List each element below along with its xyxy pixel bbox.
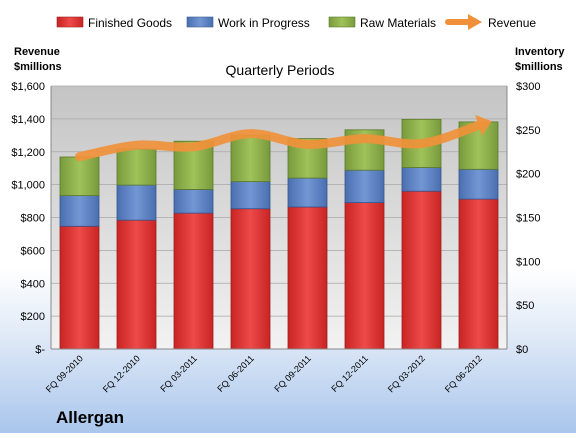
category-tick-label: FQ 12-2011 — [329, 353, 370, 394]
right-tick-label: $300 — [516, 81, 540, 93]
bar-segment-finished-goods — [173, 212, 214, 350]
left-tick-label: $800 — [21, 213, 45, 225]
bar-segment-finished-goods — [287, 206, 328, 350]
right-tick-label: $250 — [516, 125, 540, 137]
category-tick-label: FQ 03-2011 — [158, 353, 199, 394]
legend: Finished Goods Work in Progress Raw Mate… — [56, 14, 536, 30]
bar-segment-work-in-progress — [116, 184, 157, 221]
legend-label-revenue: Revenue — [488, 16, 536, 30]
bar-segment-work-in-progress — [401, 167, 442, 192]
revenue-arrowhead — [475, 114, 492, 136]
bar-segment-finished-goods — [401, 190, 442, 350]
bar-segment-work-in-progress — [458, 168, 499, 200]
legend-label-raw-materials: Raw Materials — [360, 16, 436, 30]
legend-item-revenue: Revenue — [445, 14, 536, 30]
left-tick-label: $1,600 — [11, 81, 45, 93]
revenue-line-path — [75, 120, 483, 162]
right-axis-title-line1: Inventory — [515, 46, 565, 58]
right-tick-label: $200 — [516, 169, 540, 181]
category-axis-ticks: FQ 09-2010 FQ 12-2010 FQ 03-2011 FQ 06-2011… — [44, 353, 484, 394]
category-tick-label: FQ 03-2012 — [386, 353, 427, 394]
legend-label-finished-goods: Finished Goods — [88, 16, 172, 30]
bar-segment-finished-goods — [230, 208, 271, 350]
left-tick-label: $400 — [21, 278, 45, 290]
left-axis-ticks: $- $200 $400 $600 $800 $1,000 $1,200 $1,400 $1,6… — [11, 81, 45, 356]
legend-item-raw-materials: Raw Materials — [328, 16, 436, 30]
bar-segment-finished-goods — [458, 198, 499, 350]
left-tick-label: $1,200 — [11, 147, 45, 159]
left-tick-label: $- — [35, 344, 45, 356]
legend-item-work-in-progress: Work in Progress — [186, 16, 310, 30]
category-tick-label: FQ 12-2010 — [101, 353, 142, 394]
bar-segment-finished-goods — [116, 219, 157, 350]
right-tick-label: $150 — [516, 213, 540, 225]
legend-item-finished-goods: Finished Goods — [56, 16, 172, 30]
right-axis-ticks: $0 $50 $100 $150 $200 $250 $300 — [516, 81, 540, 356]
bar-segment-work-in-progress — [230, 181, 271, 210]
bar-segment-work-in-progress — [173, 189, 214, 214]
left-tick-label: $1,000 — [11, 180, 45, 192]
left-axis-title-line1: Revenue — [14, 46, 60, 58]
bar-segment-finished-goods — [344, 202, 385, 350]
bar-segment-work-in-progress — [344, 169, 385, 203]
left-axis-title-line2: $millions — [14, 61, 62, 73]
left-tick-label: $200 — [21, 311, 45, 323]
legend-arrowhead-revenue — [468, 14, 482, 30]
right-axis-title-line2: $millions — [515, 61, 563, 73]
left-tick-label: $600 — [21, 245, 45, 257]
legend-swatch-finished-goods — [56, 16, 84, 28]
company-name: Allergan — [56, 408, 124, 427]
chart-title: Quarterly Periods — [226, 62, 335, 78]
category-tick-label: FQ 09-2011 — [272, 353, 313, 394]
right-tick-label: $0 — [516, 344, 528, 356]
bar-segment-finished-goods — [59, 225, 100, 350]
bar-segment-work-in-progress — [59, 195, 100, 227]
right-tick-label: $50 — [516, 300, 534, 312]
revenue-line — [75, 114, 492, 162]
legend-swatch-raw-materials — [328, 16, 356, 28]
legend-label-work-in-progress: Work in Progress — [218, 16, 310, 30]
bar-segment-raw-materials — [116, 148, 157, 186]
category-tick-label: FQ 06-2012 — [443, 353, 484, 394]
legend-swatch-work-in-progress — [186, 16, 214, 28]
category-tick-label: FQ 09-2010 — [44, 353, 85, 394]
left-tick-label: $1,400 — [11, 114, 45, 126]
bar-segment-work-in-progress — [287, 177, 328, 208]
bar-segment-raw-materials — [230, 134, 271, 182]
bar-segment-raw-materials — [59, 156, 100, 196]
right-tick-label: $100 — [516, 256, 540, 268]
category-tick-label: FQ 06-2011 — [215, 353, 256, 394]
